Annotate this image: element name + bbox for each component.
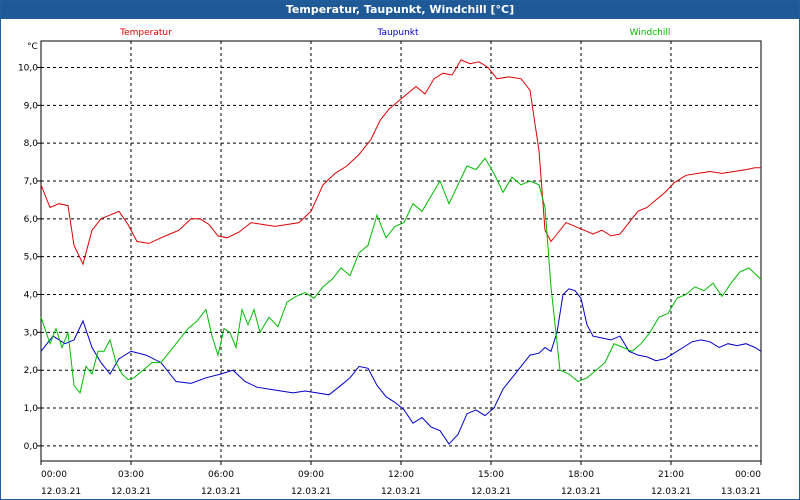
legend-temperatur: Temperatur [119,28,172,38]
grid [40,41,762,461]
x-tick-time: 03:00 [118,470,144,480]
y-tick-label: 8,0 [24,139,39,149]
y-tick-label: 10,0 [18,63,38,73]
x-tick-date: 12.03.21 [111,487,151,497]
x-tick-date: 12.03.21 [41,487,81,497]
x-tick-time: 18:00 [568,470,594,480]
y-axis-label: °C [27,42,38,52]
y-tick-label: 4,0 [24,291,39,301]
legend-windchill: Windchill [630,28,671,38]
x-tick-date: 12.03.21 [291,487,331,497]
y-tick-label: 7,0 [24,177,39,187]
x-axis: 00:00 12.03.21 03:00 12.03.21 06:00 12.03.21 0… [40,461,762,497]
series-line-taupunkt [40,288,762,445]
x-tick-time: 00:00 [41,470,67,480]
y-tick-label: 3,0 [24,328,39,338]
x-tick-date: 12.03.21 [561,487,601,497]
x-tick-time: 09:00 [298,470,324,480]
series-line-windchill [40,157,762,395]
y-tick-label: 1,0 [24,404,39,414]
x-tick-time: 06:00 [208,470,234,480]
y-tick-label: 5,0 [24,253,39,263]
x-tick-date: 12.03.21 [201,487,241,497]
y-tick-label: 6,0 [24,215,39,225]
series-layer [40,59,762,445]
y-tick-label: 9,0 [24,101,39,111]
y-axis: 0,0 1,0 2,0 3,0 4,0 5,0 6,0 7,0 8,0 9,0 10,0 [18,63,41,452]
x-tick-time: 12:00 [388,470,414,480]
legend-taupunkt: Taupunkt [376,28,419,38]
x-tick-date: 12.03.21 [471,487,511,497]
x-tick-time: 00:00 [735,470,761,480]
x-tick-date: 12.03.21 [651,487,691,497]
x-tick-time: 21:00 [658,470,684,480]
series-line-temperatur [40,59,761,266]
x-tick-time: 15:00 [478,470,504,480]
y-tick-label: 0,0 [24,442,39,452]
x-tick-date: 12.03.21 [381,487,421,497]
x-tick-date: 13.03.21 [721,487,761,497]
y-tick-label: 2,0 [24,366,39,376]
window-title: Temperatur, Taupunkt, Windchill [°C] [1,1,799,19]
